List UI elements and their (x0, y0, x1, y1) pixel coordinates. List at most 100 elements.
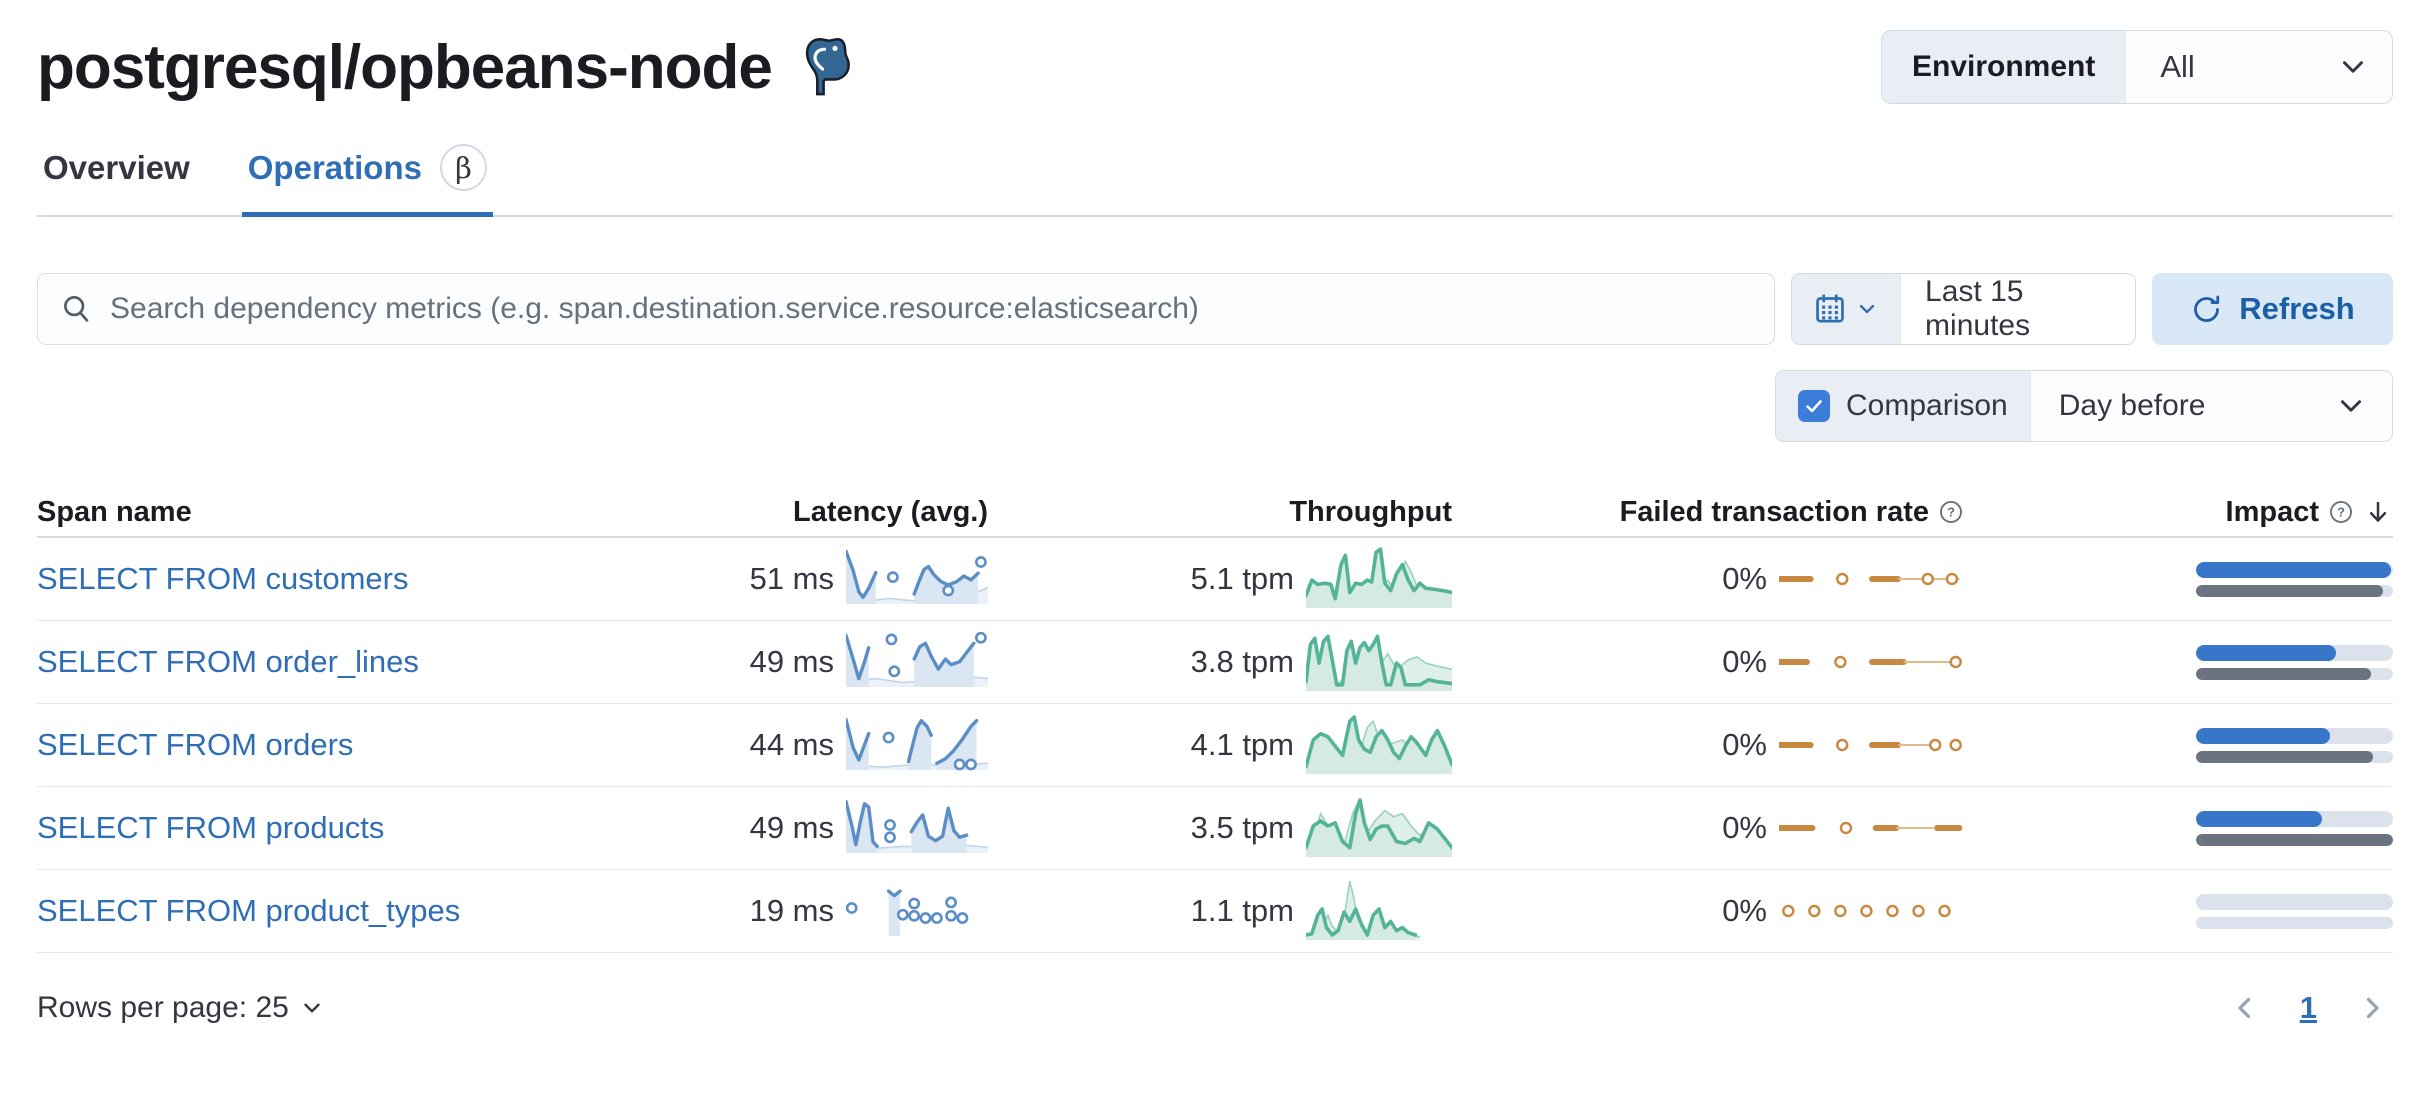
span-name-cell: SELECT FROM product_types (37, 893, 740, 929)
rows-per-page-label: Rows per page: 25 (37, 991, 289, 1024)
column-header-failed-rate-label: Failed transaction rate (1619, 495, 1929, 528)
latency-value: 19 ms (749, 893, 834, 928)
comparison-row: Comparison Day before (37, 370, 2393, 442)
chevron-down-icon (304, 1003, 320, 1013)
comparison-checkbox[interactable] (1798, 390, 1830, 422)
impact-previous-track (2196, 750, 2393, 763)
environment-select-label: Environment (1882, 31, 2127, 103)
column-header-throughput[interactable]: Throughput (988, 496, 1452, 529)
impact-previous-bar (2196, 833, 2393, 846)
failed-rate-cell: 0% (1452, 556, 1965, 602)
quick-select-menu-button[interactable] (1792, 274, 1902, 344)
throughput-cell: 4.1 tpm (988, 712, 1452, 778)
rows-per-page-button[interactable]: Rows per page: 25 (37, 991, 325, 1025)
postgresql-logo-icon (805, 37, 850, 96)
span-name-link[interactable]: SELECT FROM orders (37, 727, 354, 762)
tabs-bar: Overview Operations β (37, 144, 2393, 217)
throughput-sparkline (1306, 547, 1452, 608)
impact-current-bar (2196, 727, 2330, 744)
impact-previous-track (2196, 833, 2393, 846)
refresh-button[interactable]: Refresh (2152, 273, 2393, 345)
impact-current-track (2196, 644, 2393, 661)
failed-rate-sparkline (1779, 655, 1962, 669)
page-number-1[interactable]: 1 (2299, 990, 2317, 1025)
impact-cell (1965, 727, 2393, 763)
table-row: SELECT FROM products 49 ms 3.5 tpm 0% (37, 787, 2393, 870)
latency-sparkline (846, 549, 988, 604)
span-name-cell: SELECT FROM customers (37, 561, 740, 597)
table-header: Span name Latency (avg.) Throughput Fail… (37, 488, 2393, 538)
failed-rate-sparkline (1779, 572, 1960, 586)
span-name-link[interactable]: SELECT FROM customers (37, 561, 409, 596)
chevron-down-icon (1859, 304, 1875, 314)
latency-sparkline (846, 717, 988, 771)
column-header-impact-label: Impact (2225, 495, 2319, 528)
table-body: SELECT FROM customers 51 ms 5.1 tpm 0% (37, 538, 2393, 953)
table-row: SELECT FROM orders 44 ms 4.1 tpm 0% (37, 704, 2393, 787)
previous-page-button[interactable] (2224, 987, 2266, 1029)
chevron-right-icon (2366, 997, 2379, 1019)
latency-value: 44 ms (749, 727, 834, 762)
span-name-link[interactable]: SELECT FROM order_lines (37, 644, 419, 679)
comparison-select-value[interactable]: Day before (2058, 389, 2206, 422)
page-header: postgresql/opbeans-node Environment All (37, 30, 2393, 104)
impact-bars (2196, 893, 2393, 929)
failed-rate-value: 0% (1722, 644, 1767, 679)
failed-rate-value: 0% (1722, 727, 1767, 762)
chevron-down-icon (2343, 61, 2363, 73)
chevron-left-icon (2238, 997, 2250, 1019)
latency-value: 51 ms (749, 561, 834, 596)
failed-rate-sparkline (1779, 821, 1963, 835)
failed-rate-sparkline (1779, 738, 1962, 752)
chevron-down-icon (2341, 400, 2361, 412)
time-range-picker: Last 15 minutes (1791, 273, 2136, 345)
next-page-button[interactable] (2351, 987, 2393, 1029)
column-header-impact[interactable]: Impact ? (1965, 496, 2393, 529)
beta-badge: β (439, 144, 487, 191)
latency-value: 49 ms (749, 644, 834, 679)
column-header-latency[interactable]: Latency (avg.) (740, 496, 988, 529)
impact-previous-track (2196, 584, 2393, 597)
latency-sparkline (846, 799, 988, 853)
impact-current-track (2196, 561, 2393, 578)
column-header-failed-rate[interactable]: Failed transaction rate ? (1452, 496, 1965, 529)
latency-cell: 49 ms (740, 631, 988, 693)
column-header-span-name-label: Span name (37, 495, 192, 528)
time-range-value[interactable]: Last 15 minutes (1925, 275, 2031, 342)
span-name-link[interactable]: SELECT FROM product_types (37, 893, 461, 928)
throughput-value: 4.1 tpm (1190, 727, 1294, 762)
throughput-value: 1.1 tpm (1190, 893, 1294, 928)
apm-dependency-page: postgresql/opbeans-node Environment All … (0, 30, 2430, 1029)
impact-previous-bar (2196, 750, 2374, 763)
failed-rate-cell: 0% (1452, 888, 1965, 934)
span-name-cell: SELECT FROM products (37, 810, 740, 846)
sort-descending-arrow-icon (2369, 502, 2387, 522)
tab-operations[interactable]: Operations β (241, 144, 493, 217)
search-input[interactable] (110, 292, 1752, 326)
span-name-cell: SELECT FROM order_lines (37, 644, 740, 680)
environment-select-value[interactable]: All (2160, 49, 2195, 84)
column-header-throughput-label: Throughput (1289, 495, 1452, 528)
search-icon (64, 296, 89, 322)
failed-rate-value: 0% (1722, 893, 1767, 928)
check-icon (1806, 400, 1822, 413)
impact-current-track (2196, 727, 2393, 744)
failed-rate-cell: 0% (1452, 639, 1965, 685)
pagination: 1 (2224, 987, 2393, 1029)
latency-cell: 44 ms (740, 714, 988, 776)
failed-rate-cell: 0% (1452, 722, 1965, 768)
impact-previous-bar (2196, 584, 2384, 597)
refresh-icon (2194, 294, 2220, 322)
impact-previous-bar (2196, 667, 2372, 680)
impact-bars (2196, 810, 2393, 846)
tab-overview[interactable]: Overview (37, 144, 196, 215)
table-row: SELECT FROM product_types 19 ms 1.1 tpm … (37, 870, 2393, 953)
impact-current-bar (2196, 810, 2323, 827)
span-name-cell: SELECT FROM orders (37, 727, 740, 763)
throughput-value: 3.8 tpm (1190, 644, 1294, 679)
column-header-span-name[interactable]: Span name (37, 496, 740, 529)
page-title: postgresql/opbeans-node (37, 32, 773, 102)
column-header-latency-label: Latency (avg.) (793, 495, 988, 528)
span-name-link[interactable]: SELECT FROM products (37, 810, 385, 845)
environment-select[interactable]: Environment All (1881, 30, 2393, 104)
